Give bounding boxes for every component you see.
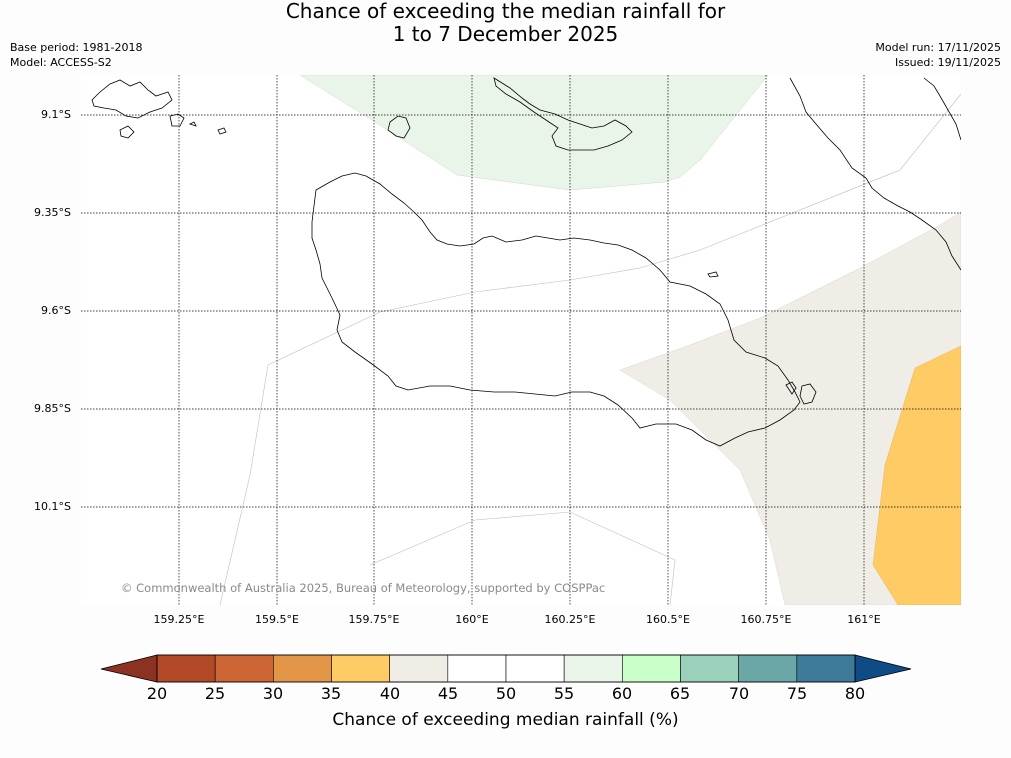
colorbar-segment [156,654,216,683]
base-period: Base period: 1981-2018 [10,41,143,54]
colorbar-under-arrow [100,654,158,683]
cbar-tick-25: 25 [204,684,226,703]
cbar-tick-55: 55 [553,684,575,703]
western-islands [91,79,227,139]
title-line-2: 1 to 7 December 2025 [392,22,619,46]
cbar-tick-65: 65 [669,684,691,703]
copyright-notice: © Commonwealth of Australia 2025, Bureau… [121,581,606,595]
lon-label-2: 159.5°E [255,613,299,626]
region-green-55-60 [299,75,769,191]
lat-label-4: 9.85°S [34,402,71,415]
cbar-tick-35: 35 [320,684,342,703]
colorbar-segment [447,654,507,683]
cbar-tick-60: 60 [611,684,633,703]
colorbar [100,654,912,683]
cbar-tick-75: 75 [786,684,808,703]
lon-label-7: 160.75°E [740,613,792,626]
model-name: Model: ACCESS-S2 [10,56,112,69]
islets-east [707,271,817,405]
colorbar-segment [563,654,623,683]
cbar-tick-40: 40 [379,684,401,703]
lat-label-1: 9.1°S [41,108,71,121]
boundary-lines [219,93,961,605]
colorbar-over-arrow [854,654,912,683]
map-title: Chance of exceeding the median rainfall … [0,0,1011,46]
lon-label-5: 160.25°E [544,613,596,626]
lon-label-4: 160°E [455,613,489,626]
meta-left: Base period: 1981-2018 Model: ACCESS-S2 [10,40,142,70]
colorbar-segment [273,654,332,683]
colorbar-segment [214,654,274,683]
colorbar-segment [389,654,449,683]
lon-label-1: 159.25°E [153,613,205,626]
lat-label-3: 9.6°S [41,304,71,317]
issued-date: Issued: 19/11/2025 [894,56,1001,69]
colorbar-segment [796,654,856,683]
meta-right: Model run: 17/11/2025 Issued: 19/11/2025 [875,40,1001,70]
graticule [81,75,961,605]
guadalcanal-island [311,172,801,447]
colorbar-segment [622,654,681,683]
cbar-tick-20: 20 [146,684,168,703]
map-panel [81,75,961,605]
colorbar-segment [505,654,565,683]
colorbar-segment [738,654,798,683]
cbar-tick-80: 80 [844,684,866,703]
colorbar-segment [331,654,390,683]
colorbar-segment [680,654,739,683]
cbar-tick-70: 70 [728,684,750,703]
model-run: Model run: 17/11/2025 [875,41,1001,54]
colorbar-label: Chance of exceeding median rainfall (%) [332,710,679,730]
lon-label-3: 159.75°E [348,613,400,626]
title-line-1: Chance of exceeding the median rainfall … [285,0,726,23]
lat-label-5: 10.1°S [34,500,71,513]
cbar-tick-30: 30 [262,684,284,703]
lat-label-2: 9.35°S [34,206,71,219]
region-beige-40-45 [619,211,961,605]
cbar-tick-50: 50 [495,684,517,703]
lon-label-8: 161°E [847,613,881,626]
malaita-coast [789,77,961,271]
cbar-tick-45: 45 [437,684,459,703]
colorbar-outline [156,654,856,683]
lon-label-6: 160.5°E [646,613,690,626]
region-orange-35-40 [872,345,961,605]
